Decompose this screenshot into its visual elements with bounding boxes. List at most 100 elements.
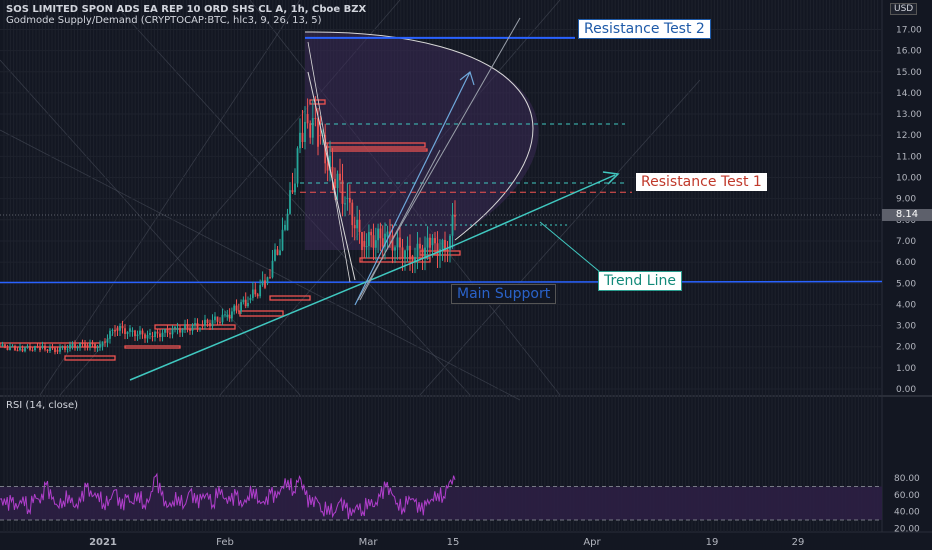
candle-body bbox=[314, 118, 317, 120]
candle-body bbox=[351, 202, 354, 226]
candle-body bbox=[451, 214, 454, 236]
candle-body bbox=[31, 349, 34, 351]
candle-body bbox=[251, 289, 254, 298]
candle-body bbox=[306, 114, 309, 124]
candle-body bbox=[179, 328, 181, 333]
candle-body bbox=[356, 219, 359, 229]
candle-body bbox=[159, 333, 161, 338]
annotation-resistance-test-2[interactable]: Resistance Test 2 bbox=[578, 19, 711, 39]
candle-body bbox=[361, 232, 363, 251]
annotation-resistance-test-1[interactable]: Resistance Test 1 bbox=[636, 173, 767, 191]
candle-body bbox=[96, 347, 99, 349]
candle-body bbox=[136, 334, 139, 337]
candle-body bbox=[240, 302, 242, 312]
candle-body bbox=[201, 325, 204, 327]
fan-ray bbox=[359, 149, 441, 301]
candle-body bbox=[436, 243, 439, 256]
candle-body bbox=[331, 166, 334, 179]
candle-body bbox=[454, 214, 456, 217]
price-tick-label: 17.00 bbox=[896, 25, 922, 35]
candle-body bbox=[174, 326, 176, 329]
candle-body bbox=[231, 311, 233, 319]
candle-body bbox=[309, 123, 312, 138]
price-tick-label: 7.00 bbox=[896, 237, 916, 247]
candle-body bbox=[39, 346, 41, 351]
candle-body bbox=[419, 243, 421, 249]
candle-body bbox=[426, 237, 429, 248]
price-tick-label: 3.00 bbox=[896, 322, 916, 332]
supply-demand-box bbox=[64, 355, 116, 361]
rsi-label: RSI (14, close) bbox=[6, 400, 79, 411]
swing-leg bbox=[307, 41, 351, 283]
currency-badge[interactable]: USD bbox=[890, 3, 918, 15]
candle-body bbox=[341, 180, 344, 204]
candle-body bbox=[79, 343, 81, 348]
candle-body bbox=[61, 346, 64, 348]
candle-body bbox=[431, 238, 434, 246]
annotation-trend-line[interactable]: Trend Line bbox=[598, 271, 682, 291]
rsi-line bbox=[0, 472, 456, 520]
candle-body bbox=[149, 333, 151, 335]
candle-body bbox=[365, 246, 368, 248]
candle-body bbox=[111, 329, 114, 331]
candle-body bbox=[326, 163, 329, 171]
projection-arrow bbox=[354, 71, 471, 306]
candle-body bbox=[271, 260, 274, 278]
candle-body bbox=[396, 237, 399, 248]
candle-body bbox=[348, 197, 351, 203]
candle-body bbox=[206, 319, 209, 324]
candle-body bbox=[421, 248, 424, 258]
candle-body bbox=[370, 231, 373, 236]
candle-body bbox=[291, 190, 294, 193]
candle-body bbox=[289, 190, 291, 214]
candle-body bbox=[81, 343, 84, 345]
candle-body bbox=[86, 344, 89, 348]
supply-demand-box bbox=[124, 345, 181, 349]
candle-body bbox=[294, 183, 296, 193]
candle-body bbox=[274, 249, 276, 261]
price-tick-label: 16.00 bbox=[896, 47, 922, 57]
candle-body bbox=[346, 197, 349, 199]
candle-body bbox=[51, 347, 54, 349]
candle-body bbox=[16, 350, 19, 352]
candle-body bbox=[247, 303, 249, 307]
price-tick-label: 13.00 bbox=[896, 110, 922, 120]
candle-body bbox=[301, 132, 304, 142]
annotation-main-support[interactable]: Main Support bbox=[451, 284, 557, 304]
candle-body bbox=[74, 344, 76, 348]
candle-body bbox=[199, 328, 201, 330]
gann-fan-line bbox=[119, 9, 471, 396]
candle-body bbox=[379, 228, 382, 239]
candle-body bbox=[71, 344, 74, 347]
candle-body bbox=[119, 325, 121, 331]
candle-body bbox=[64, 346, 66, 350]
candle-body bbox=[196, 323, 199, 329]
candle-body bbox=[129, 328, 131, 332]
trend-label-connector bbox=[539, 221, 601, 273]
candle-body bbox=[242, 299, 245, 303]
candle-body bbox=[228, 314, 231, 319]
candle-body bbox=[319, 135, 322, 137]
candle-body bbox=[166, 328, 169, 333]
candle-body bbox=[353, 225, 356, 229]
candle-body bbox=[261, 280, 264, 286]
gann-fan-line bbox=[0, 59, 301, 396]
candle-body bbox=[439, 249, 441, 256]
candle-body bbox=[363, 240, 366, 247]
candle-body bbox=[209, 323, 211, 327]
candle-body bbox=[384, 233, 386, 247]
gann-fan-line bbox=[39, 0, 301, 396]
candle-body bbox=[237, 310, 240, 312]
candle-body bbox=[189, 328, 191, 331]
candle-body bbox=[126, 331, 129, 334]
indicator-label: Godmode Supply/Demand (CRYPTOCAP:BTC, hl… bbox=[6, 15, 322, 26]
candle-body bbox=[4, 344, 6, 348]
candle-body bbox=[224, 314, 226, 316]
candle-body bbox=[59, 347, 61, 352]
candle-body bbox=[266, 277, 269, 284]
main-support-line bbox=[0, 280, 883, 284]
price-tick-label: 15.00 bbox=[896, 68, 922, 78]
candle-body bbox=[21, 348, 24, 352]
candle-body bbox=[11, 345, 14, 347]
